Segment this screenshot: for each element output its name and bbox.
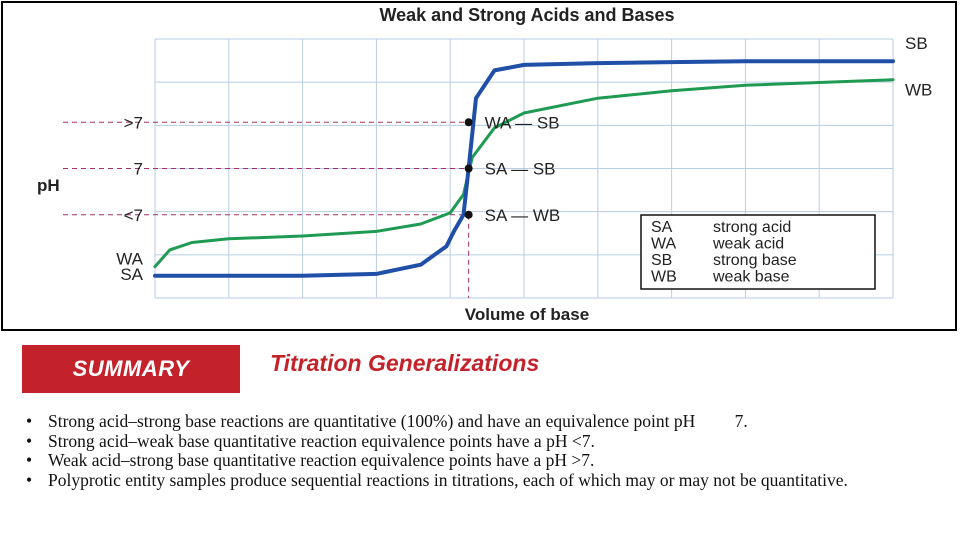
equivalence-point-label: SA — SB [485, 160, 556, 179]
legend-abbr: WB [651, 269, 677, 286]
series-layer: WB SB [153, 34, 932, 278]
grid [154, 38, 894, 299]
series-label-wb: WB [905, 81, 932, 100]
equivalence-point [464, 210, 473, 219]
bullet-text: Weak acid–strong base quantitative react… [48, 450, 595, 470]
reference-lines [63, 121, 470, 298]
legend-entry: strong base [713, 252, 797, 269]
legend-box [640, 214, 876, 290]
legend-entry: weak base [712, 269, 790, 286]
series-line-sb [153, 59, 895, 278]
summary-badge-label: SUMMARY [72, 356, 190, 381]
equivalence-point [464, 118, 473, 127]
equivalence-point-label: SA — WB [485, 206, 561, 225]
legend-entry: strong acid [713, 219, 791, 236]
series-label-sb: SB [905, 34, 928, 53]
bullet-text: Polyprotic entity samples produce sequen… [48, 469, 848, 490]
bullet-list: • Strong acid–strong base reactions are q… [24, 411, 954, 491]
equivalence-point-label: WA — SB [485, 113, 560, 132]
legend-abbr: SB [651, 252, 672, 269]
legend-abbr: WA [651, 236, 677, 253]
y-tick-label: <7 [124, 206, 143, 225]
y-tick-label: >7 [124, 113, 143, 132]
bullet-item: • Polyprotic entity samples produce seque… [24, 469, 954, 491]
bullet-dot: • [26, 450, 33, 470]
chart-frame: Weak and Strong Acids and Bases WB SB WA … [1, 1, 957, 331]
bullet-item: • Strong acid–strong base reactions are q… [24, 411, 954, 432]
bullet-item: • Strong acid–weak base quantitative reac… [24, 430, 954, 452]
equivalence-points: WA — SB SA — SB SA — WB [464, 113, 561, 225]
legend-entry: weak acid [712, 236, 784, 253]
bullet-item: • Weak acid–strong base quantitative reac… [24, 450, 954, 471]
bullet-text: Strong acid–weak base quantitative react… [48, 430, 595, 451]
bullet-dot: • [26, 430, 33, 451]
y-tick-label: 7 [134, 160, 143, 179]
start-label-sa: SA [120, 265, 143, 284]
series-line-wb [153, 78, 895, 269]
equivalence-point [464, 164, 473, 173]
chart-title: Weak and Strong Acids and Bases [379, 5, 674, 25]
x-axis-label: Volume of base [465, 305, 589, 324]
legend-abbr: SA [651, 219, 673, 236]
start-label-wa: WA [116, 250, 143, 269]
y-axis-label: pH [37, 176, 60, 195]
bullet-text: Strong acid–strong base reactions are qu… [48, 411, 748, 431]
legend: SA strong acid WA weak acid SB strong base WB w… [640, 214, 876, 290]
bullet-dot: • [26, 469, 33, 490]
section-title: Titration Generalizations [270, 350, 540, 376]
summary-badge: SUMMARY [22, 345, 240, 393]
bullet-dot: • [26, 411, 33, 431]
